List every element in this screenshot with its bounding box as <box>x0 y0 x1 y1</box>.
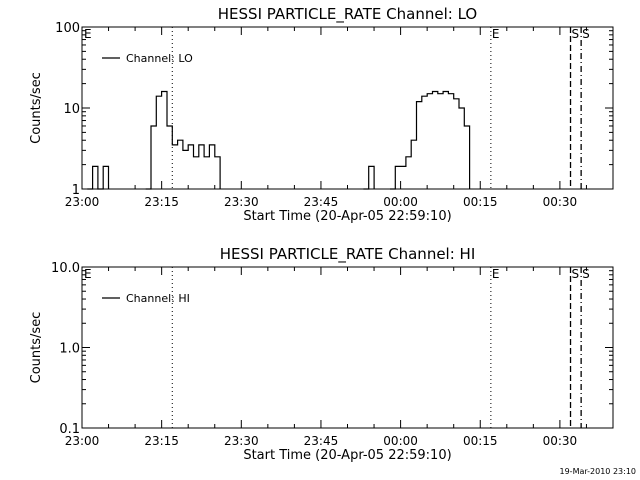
x-tick-label: 23:00 <box>65 195 100 209</box>
event-marker-label: E <box>492 267 500 281</box>
panel-hi: HESSI PARTICLE_RATE Channel: HI 23:00 23:1… <box>29 245 614 463</box>
footer-timestamp: 19-Mar-2010 23:10 <box>560 467 637 476</box>
x-tick-label: 23:45 <box>304 434 339 448</box>
panel-lo: HESSI PARTICLE_RATE Channel: LO 23:00 23:1… <box>29 5 614 224</box>
legend-label: Channel: LO <box>126 52 193 65</box>
event-marker-label: S <box>572 267 580 281</box>
event-marker-label: S <box>582 267 590 281</box>
x-tick-label: 00:00 <box>383 195 418 209</box>
x-tick-label: 00:00 <box>383 434 418 448</box>
chart-title: HESSI PARTICLE_RATE Channel: HI <box>220 245 476 264</box>
x-tick-label: 00:15 <box>463 195 498 209</box>
x-tick-label: 00:30 <box>543 195 578 209</box>
x-axis-label: Start Time (20-Apr-05 22:59:10) <box>243 209 451 224</box>
y-axis-label: Counts/sec <box>29 312 44 384</box>
y-tick-label: 0.1 <box>59 422 80 437</box>
y-tick-label: 10 <box>63 102 80 117</box>
y-tick-label: 1 <box>72 183 80 198</box>
x-tick-label: 23:15 <box>144 195 179 209</box>
x-tick-label: 23:30 <box>224 434 259 448</box>
x-tick-label: 23:45 <box>304 195 339 209</box>
chart-title: HESSI PARTICLE_RATE Channel: LO <box>218 5 477 24</box>
x-tick-label: 23:30 <box>224 195 259 209</box>
x-tick-label: 23:15 <box>144 434 179 448</box>
event-marker-label: E <box>84 267 92 281</box>
x-tick-label: 23:00 <box>65 434 100 448</box>
y-tick-label: 10.0 <box>51 261 80 276</box>
event-marker-label: E <box>492 27 500 41</box>
x-tick-label: 00:15 <box>463 434 498 448</box>
event-marker-label: S <box>572 27 580 41</box>
x-axis-label: Start Time (20-Apr-05 22:59:10) <box>243 448 451 463</box>
x-tick-label: 00:30 <box>543 434 578 448</box>
event-marker-label: S <box>582 27 590 41</box>
event-marker-label: E <box>84 27 92 41</box>
y-tick-label: 100 <box>55 21 80 36</box>
y-axis-label: Counts/sec <box>29 72 44 144</box>
y-tick-label: 1.0 <box>59 342 80 357</box>
series-line <box>87 90 471 190</box>
legend-label: Channel: HI <box>126 292 190 305</box>
